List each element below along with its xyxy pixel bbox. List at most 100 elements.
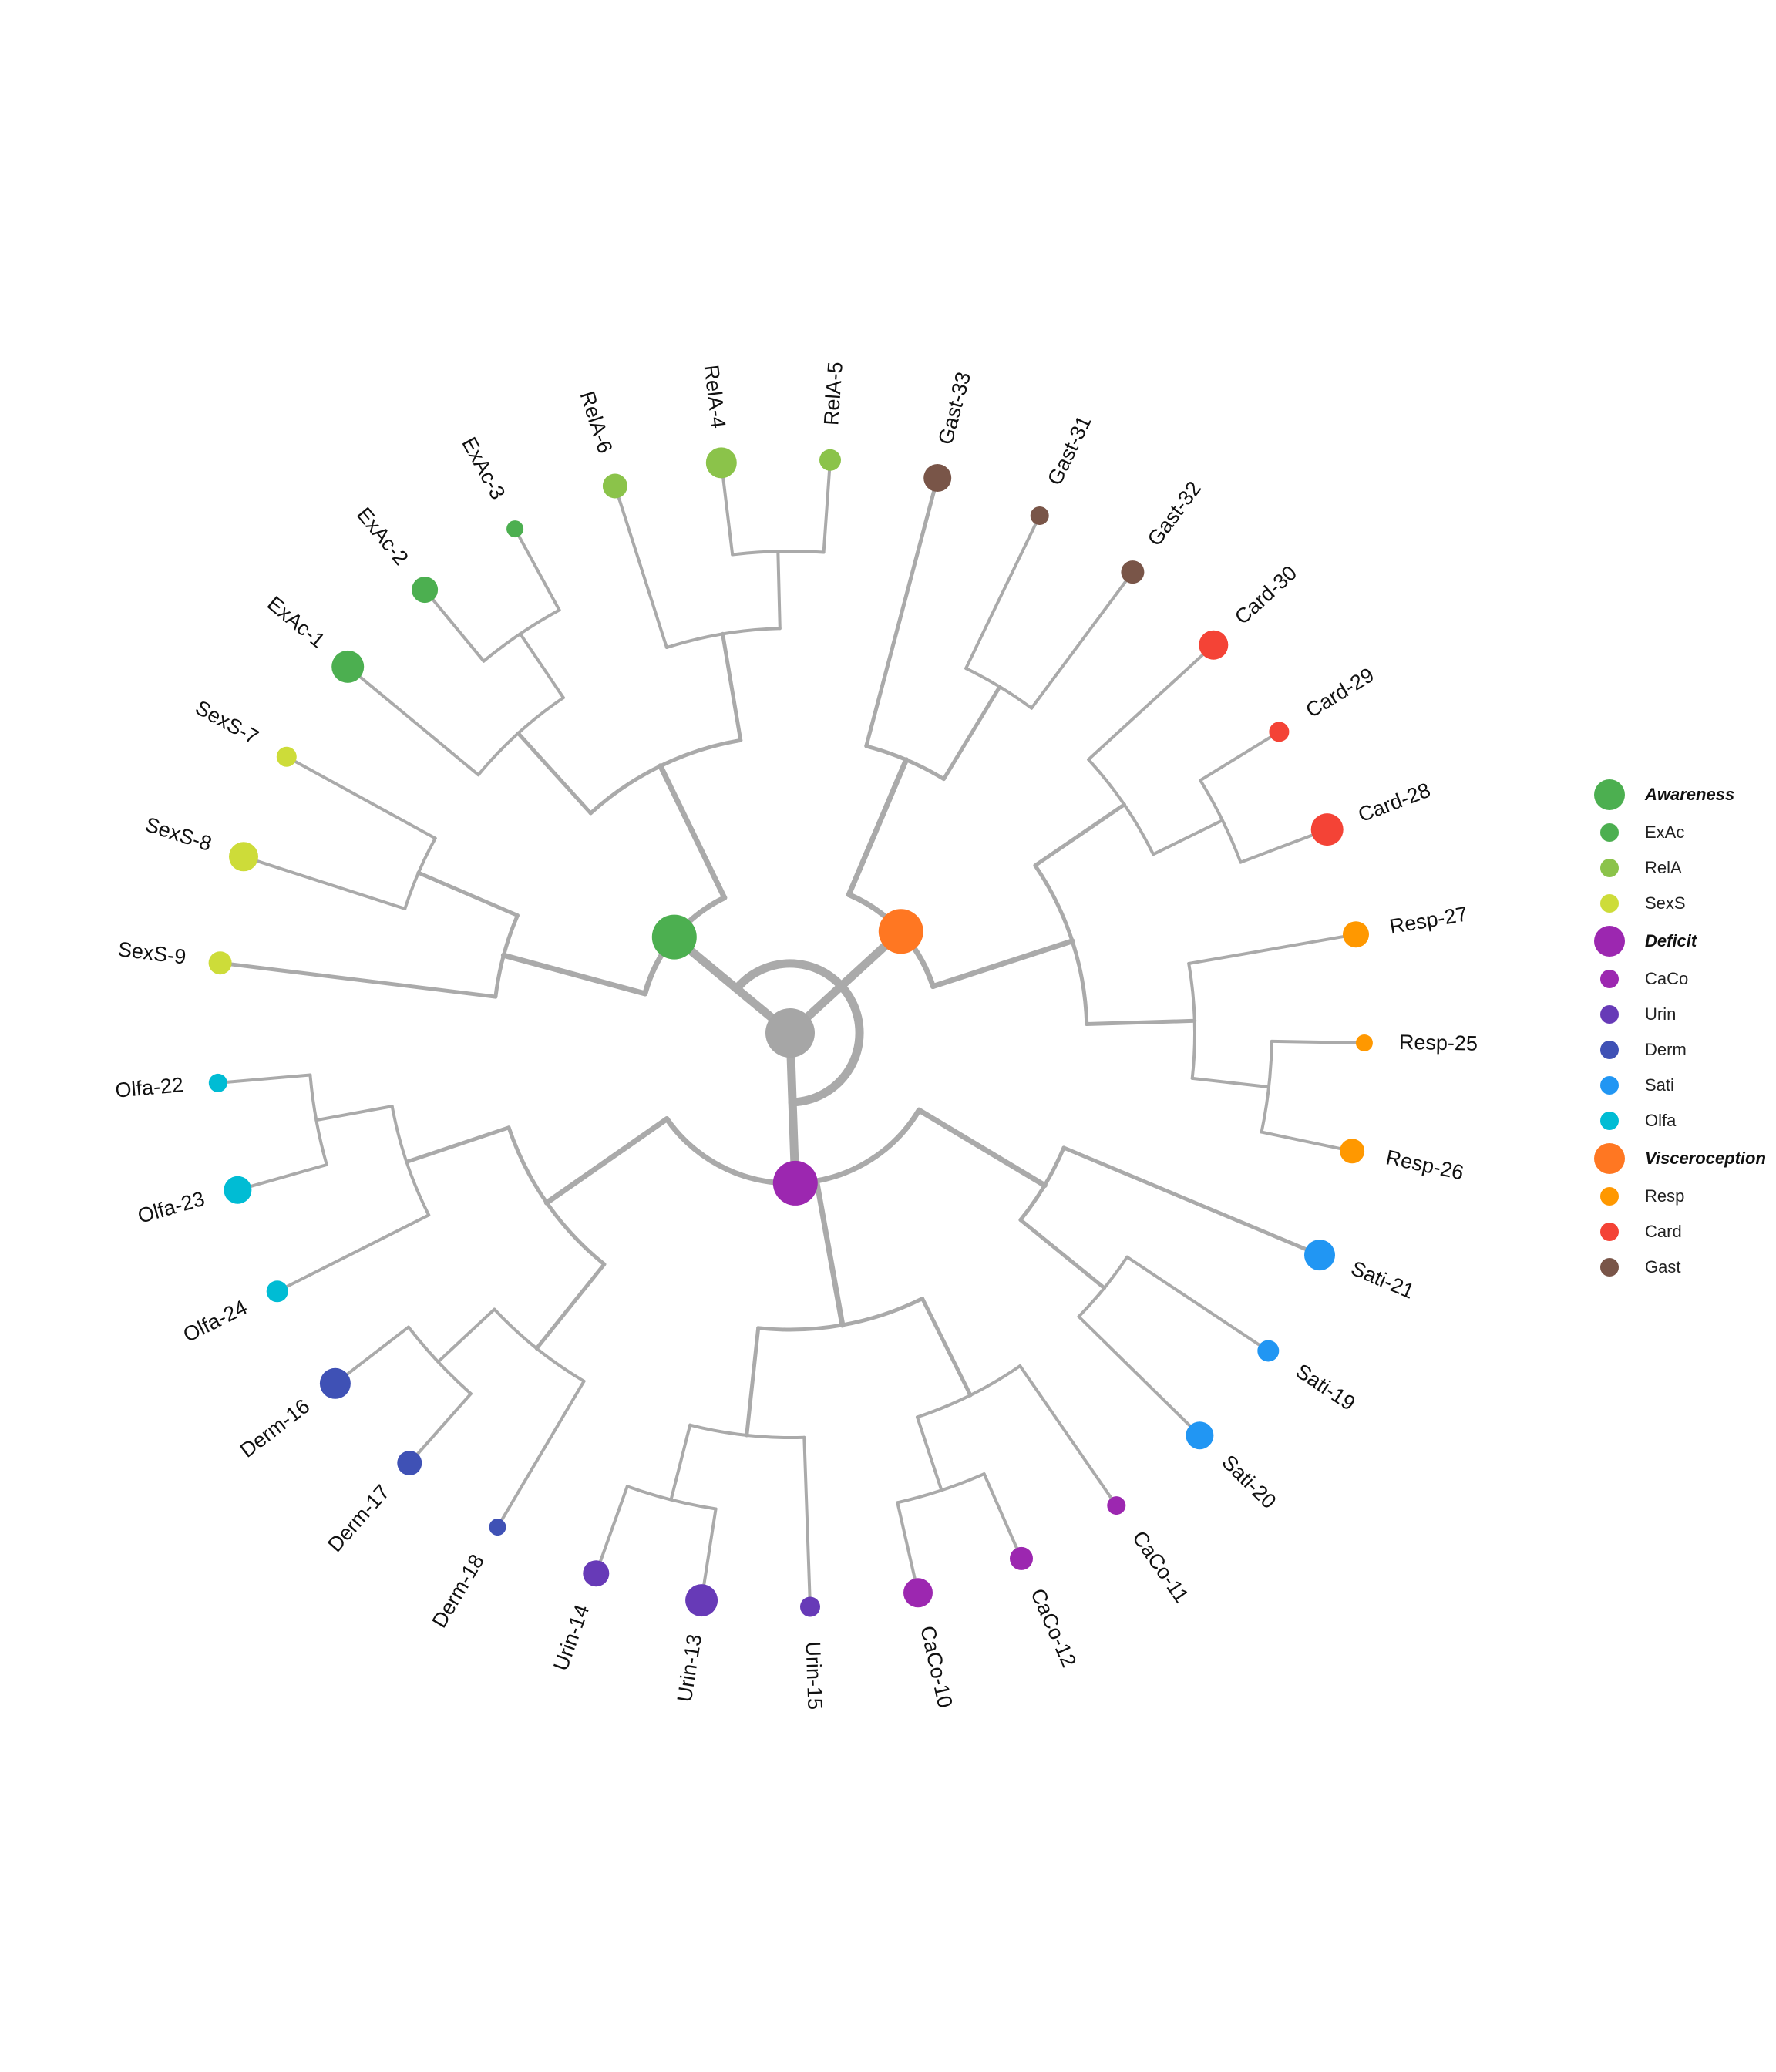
branch-edge (516, 731, 593, 816)
leaf-node-derm-17 (397, 1451, 422, 1475)
branch-edge (1077, 1315, 1202, 1438)
branch-arc (731, 550, 826, 557)
tree-nodes (208, 447, 1373, 1617)
leaf-label-sexs-9: SexS-9 (116, 937, 187, 969)
leaf-label-card-29: Card-29 (1302, 663, 1378, 722)
branch-edge (275, 1213, 431, 1293)
leaf-node-rela-6 (602, 473, 627, 499)
legend-item-derm: Derm (1594, 1032, 1776, 1068)
leaf-node-olfa-24 (266, 1280, 288, 1303)
branch-edge (1085, 1018, 1197, 1026)
leaf-label-sexs-8: SexS-8 (143, 812, 214, 856)
branch-arc (1260, 1039, 1273, 1134)
branch-edge (436, 1307, 496, 1364)
leaf-node-card-29 (1269, 722, 1290, 742)
leaf-node-sexs-8 (229, 842, 258, 872)
branch-arc (588, 738, 743, 816)
branch-edge (543, 1116, 670, 1206)
branch-edge (613, 484, 668, 649)
branch-edge (1087, 643, 1216, 762)
branch-edge (920, 1297, 973, 1398)
branch-edge (813, 1178, 846, 1328)
leaf-node-resp-26 (1340, 1139, 1365, 1164)
leaf-label-exac-2: ExAc-2 (352, 503, 413, 570)
tree-branches (216, 458, 1366, 1609)
legend-label: Derm (1645, 1040, 1687, 1059)
legend-label: Card (1645, 1222, 1682, 1241)
legend-label: ExAc (1645, 822, 1685, 842)
branch-edge (284, 755, 437, 840)
leaf-label-caco-11: CaCo-11 (1128, 1527, 1193, 1607)
legend-item-awareness: Awareness (1594, 775, 1776, 815)
legend-item-visceroception: Visceroception (1594, 1139, 1776, 1179)
branch-edge (1033, 802, 1126, 868)
branch-edge (1061, 1145, 1322, 1257)
legend-item-olfa: Olfa (1594, 1103, 1776, 1139)
branch-edge (1190, 1076, 1271, 1089)
legend-dot-icon (1600, 859, 1619, 877)
legend-dot-icon (1594, 1143, 1625, 1174)
branch-edge (864, 476, 940, 748)
branch-edge (916, 1415, 944, 1492)
branch-edge (404, 1125, 511, 1164)
legend-label: Urin (1645, 1004, 1677, 1024)
legend-key (1594, 817, 1625, 848)
leaf-node-derm-18 (489, 1519, 506, 1536)
leaf-node-urin-15 (800, 1596, 820, 1617)
leaf-label-gast-32: Gast-32 (1143, 477, 1206, 550)
branch-arc (964, 667, 1034, 710)
leaf-label-derm-16: Derm-16 (236, 1394, 314, 1462)
visceroception-node (878, 909, 923, 954)
legend-item-resp: Resp (1594, 1179, 1776, 1214)
legend-key (1594, 1216, 1625, 1247)
legend-dot-icon (1600, 894, 1619, 913)
leaf-node-gast-31 (1030, 506, 1049, 525)
leaf-node-gast-32 (1121, 560, 1145, 584)
leaf-node-derm-16 (319, 1367, 351, 1399)
branch-edge (1270, 1039, 1366, 1044)
legend-label: Awareness (1645, 785, 1735, 804)
leaf-label-card-28: Card-28 (1355, 779, 1434, 827)
root-node (765, 1008, 815, 1058)
legend-item-sexs: SexS (1594, 886, 1776, 921)
leaf-label-card-30: Card-30 (1230, 561, 1301, 629)
branch-edge (218, 960, 498, 999)
legend: Awareness ExAc RelA SexS Deficit CaCo Urin Derm… (1594, 775, 1776, 1285)
legend-label: Resp (1645, 1186, 1685, 1206)
legend-dot-icon (1600, 1005, 1619, 1024)
leaf-node-caco-12 (1010, 1546, 1033, 1570)
branch-arc (916, 1364, 1022, 1419)
leaf-node-sexs-7 (276, 746, 297, 767)
branch-edge (496, 1379, 586, 1529)
branch-arc (482, 608, 561, 663)
branch-edge (1260, 1130, 1354, 1153)
branch-edge (658, 763, 728, 901)
leaf-label-caco-12: CaCo-12 (1026, 1585, 1081, 1670)
root-arc (732, 959, 864, 1107)
legend-item-deficit: Deficit (1594, 921, 1776, 961)
leaf-node-resp-27 (1343, 921, 1369, 948)
legend-label: SexS (1645, 893, 1686, 913)
branch-arc (407, 1325, 473, 1396)
branch-arc (1033, 863, 1089, 1026)
legend-item-exac: ExAc (1594, 815, 1776, 850)
branch-edge (1152, 819, 1224, 856)
legend-item-urin: Urin (1594, 997, 1776, 1032)
leaf-label-sati-20: Sati-20 (1217, 1451, 1280, 1513)
legend-label: Gast (1645, 1257, 1681, 1276)
leaf-node-sati-19 (1257, 1340, 1280, 1362)
leaf-label-sexs-7: SexS-7 (191, 696, 262, 749)
leaf-node-sati-20 (1186, 1421, 1214, 1450)
legend-key (1594, 1252, 1625, 1283)
branch-arc (864, 744, 946, 782)
leaf-label-sati-19: Sati-19 (1292, 1359, 1360, 1414)
leaf-label-rela-6: RelA-6 (576, 388, 617, 456)
legend-dot-icon (1594, 926, 1625, 957)
leaf-label-resp-27: Resp-27 (1388, 902, 1469, 938)
branch-edge (802, 1435, 812, 1609)
branch-edge (346, 664, 480, 777)
leaf-label-urin-15: Urin-15 (801, 1641, 826, 1710)
legend-key (1594, 999, 1625, 1030)
legend-dot-icon (1594, 779, 1625, 810)
